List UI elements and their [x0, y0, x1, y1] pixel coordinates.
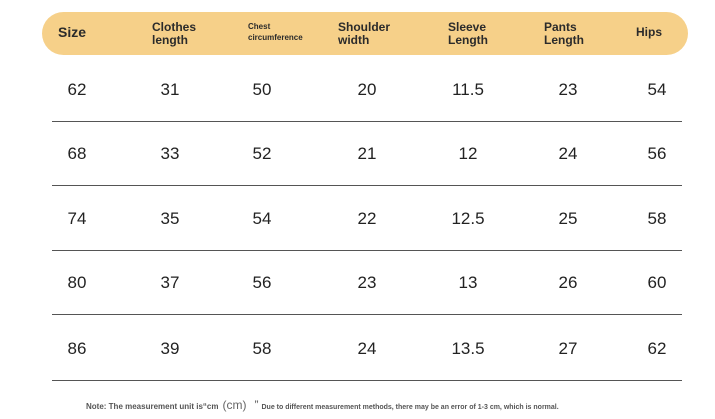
cell-hips: 54 [647, 80, 667, 99]
cell-shoulder: 22 [357, 209, 377, 228]
row-divider [52, 313, 682, 315]
cell-clothes-length: 35 [160, 209, 180, 228]
table-header: Size Clothes length Chest circumference … [42, 12, 688, 55]
header-sleeve-length: Sleeve Length [448, 20, 488, 48]
cell-sleeve: 12 [458, 144, 478, 163]
cell-size: 86 [67, 339, 87, 358]
cell-hips: 56 [647, 144, 667, 163]
cell-sleeve: 12.5 [451, 209, 485, 228]
cell-size: 68 [67, 144, 87, 163]
cell-size: 62 [67, 80, 87, 99]
cell-pants: 25 [558, 209, 578, 228]
cell-size: 80 [67, 273, 87, 292]
cell-pants: 27 [558, 339, 578, 358]
header-size: Size [58, 24, 87, 40]
row-divider [52, 184, 682, 186]
cell-hips: 58 [647, 209, 667, 228]
table-row: 68 33 52 21 12 24 56 [52, 122, 682, 186]
cell-chest: 58 [252, 339, 272, 358]
table-row: 86 39 58 24 13.5 27 62 [52, 317, 682, 381]
cell-clothes-length: 37 [160, 273, 180, 292]
cell-shoulder: 20 [357, 80, 377, 99]
header-pants-length: Pants Length [544, 20, 584, 48]
cell-clothes-length: 33 [160, 144, 180, 163]
table-row: 62 31 50 20 11.5 23 54 [52, 58, 682, 122]
cell-shoulder: 23 [357, 273, 377, 292]
table-row: 80 37 56 23 13 26 60 [52, 251, 682, 315]
cell-size: 74 [67, 209, 87, 228]
note-quote: ” [254, 398, 259, 412]
note-unit: (cm) [222, 398, 247, 412]
cell-shoulder: 24 [357, 339, 377, 358]
cell-clothes-length: 39 [160, 339, 180, 358]
cell-clothes-length: 31 [160, 80, 180, 99]
cell-pants: 24 [558, 144, 578, 163]
cell-sleeve: 11.5 [452, 80, 484, 99]
cell-chest: 56 [252, 273, 272, 292]
header-hips: Hips [636, 25, 663, 39]
note-prefix: Note: The measurement unit is“cm [86, 402, 219, 411]
cell-chest: 50 [252, 80, 272, 99]
note-suffix: Due to different measurement methods, th… [261, 404, 559, 411]
row-divider [52, 120, 682, 122]
cell-sleeve: 13.5 [451, 339, 485, 358]
cell-pants: 23 [558, 80, 578, 99]
cell-chest: 54 [252, 209, 272, 228]
cell-shoulder: 21 [357, 144, 377, 163]
header-chest-circumference: Chest circumference [248, 22, 303, 42]
cell-hips: 60 [647, 273, 667, 292]
cell-chest: 52 [252, 144, 272, 163]
cell-sleeve: 13 [458, 273, 478, 292]
measurement-note: Note: The measurement unit is“cm (cm) ” Due… [86, 398, 559, 412]
row-divider [52, 249, 682, 251]
header-clothes-length: Clothes length [152, 20, 197, 48]
table-row: 74 35 54 22 12.5 25 58 [52, 187, 682, 251]
header-shoulder-width: Shoulder width [338, 20, 391, 48]
cell-pants: 26 [558, 273, 578, 292]
row-divider [52, 379, 682, 381]
cell-hips: 62 [647, 339, 667, 358]
